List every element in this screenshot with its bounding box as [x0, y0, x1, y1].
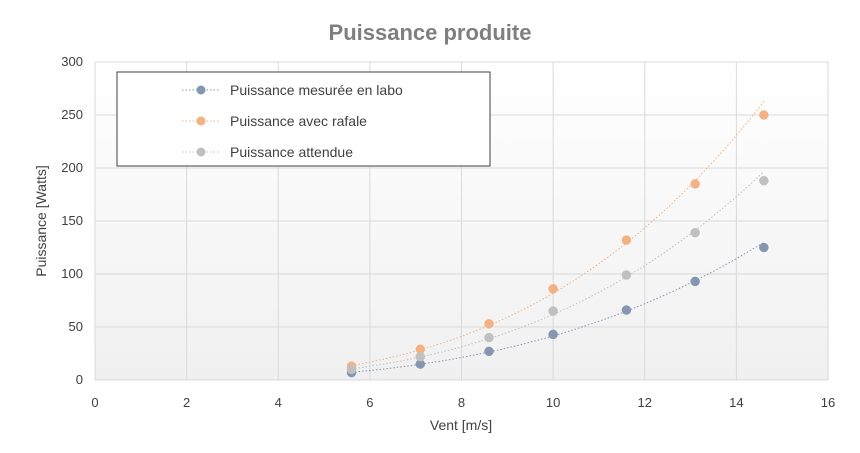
x-tick-label: 8: [458, 395, 465, 410]
data-point: [548, 284, 558, 294]
data-point: [484, 319, 494, 329]
legend-label: Puissance attendue: [230, 144, 353, 160]
data-points: [346, 110, 769, 378]
x-tick-label: 2: [183, 395, 190, 410]
y-tick-label: 0: [76, 372, 83, 387]
y-axis-title: Puissance [Watts]: [33, 165, 49, 277]
data-point: [759, 242, 769, 253]
data-point: [548, 329, 558, 340]
x-tick-label: 4: [275, 395, 282, 410]
legend-marker: [196, 116, 206, 126]
legend: Puissance mesurée en labo Puissance avec …: [116, 71, 491, 167]
chart-title: Puissance produite: [329, 20, 532, 45]
data-point: [621, 270, 632, 280]
data-point: [690, 179, 700, 189]
data-point: [346, 364, 357, 375]
data-point: [484, 346, 494, 357]
y-tick-label: 100: [61, 266, 83, 281]
data-point: [759, 110, 769, 120]
y-tick-label: 50: [69, 319, 83, 334]
legend-label: Puissance avec rafale: [230, 113, 367, 129]
x-tick-label: 12: [638, 395, 652, 410]
legend-marker: [196, 85, 206, 95]
x-tick-label: 6: [366, 395, 373, 410]
y-tick-label: 200: [61, 160, 83, 175]
data-point: [690, 227, 700, 238]
x-axis-title: Vent [m/s]: [430, 417, 492, 433]
x-tick-label: 14: [729, 395, 743, 410]
data-point: [484, 332, 494, 343]
x-tick-label: 16: [821, 395, 835, 410]
data-point: [690, 276, 700, 287]
x-tick-label: 10: [546, 395, 560, 410]
x-tick-label: 0: [91, 395, 98, 410]
data-point: [621, 305, 632, 315]
y-tick-label: 250: [61, 107, 83, 122]
data-point: [621, 235, 632, 245]
legend-marker: [196, 147, 206, 157]
data-point: [759, 175, 769, 186]
y-tick-label: 300: [61, 54, 83, 69]
data-point: [548, 306, 558, 316]
legend-label: Puissance mesurée en labo: [230, 82, 403, 98]
legend-box: [116, 71, 491, 167]
y-tick-label: 150: [61, 213, 83, 228]
tick-labels: 0 50 100 150 200 250 300 0 2 4 6 8 10 12 14 16: [61, 54, 835, 410]
data-point: [415, 351, 426, 362]
